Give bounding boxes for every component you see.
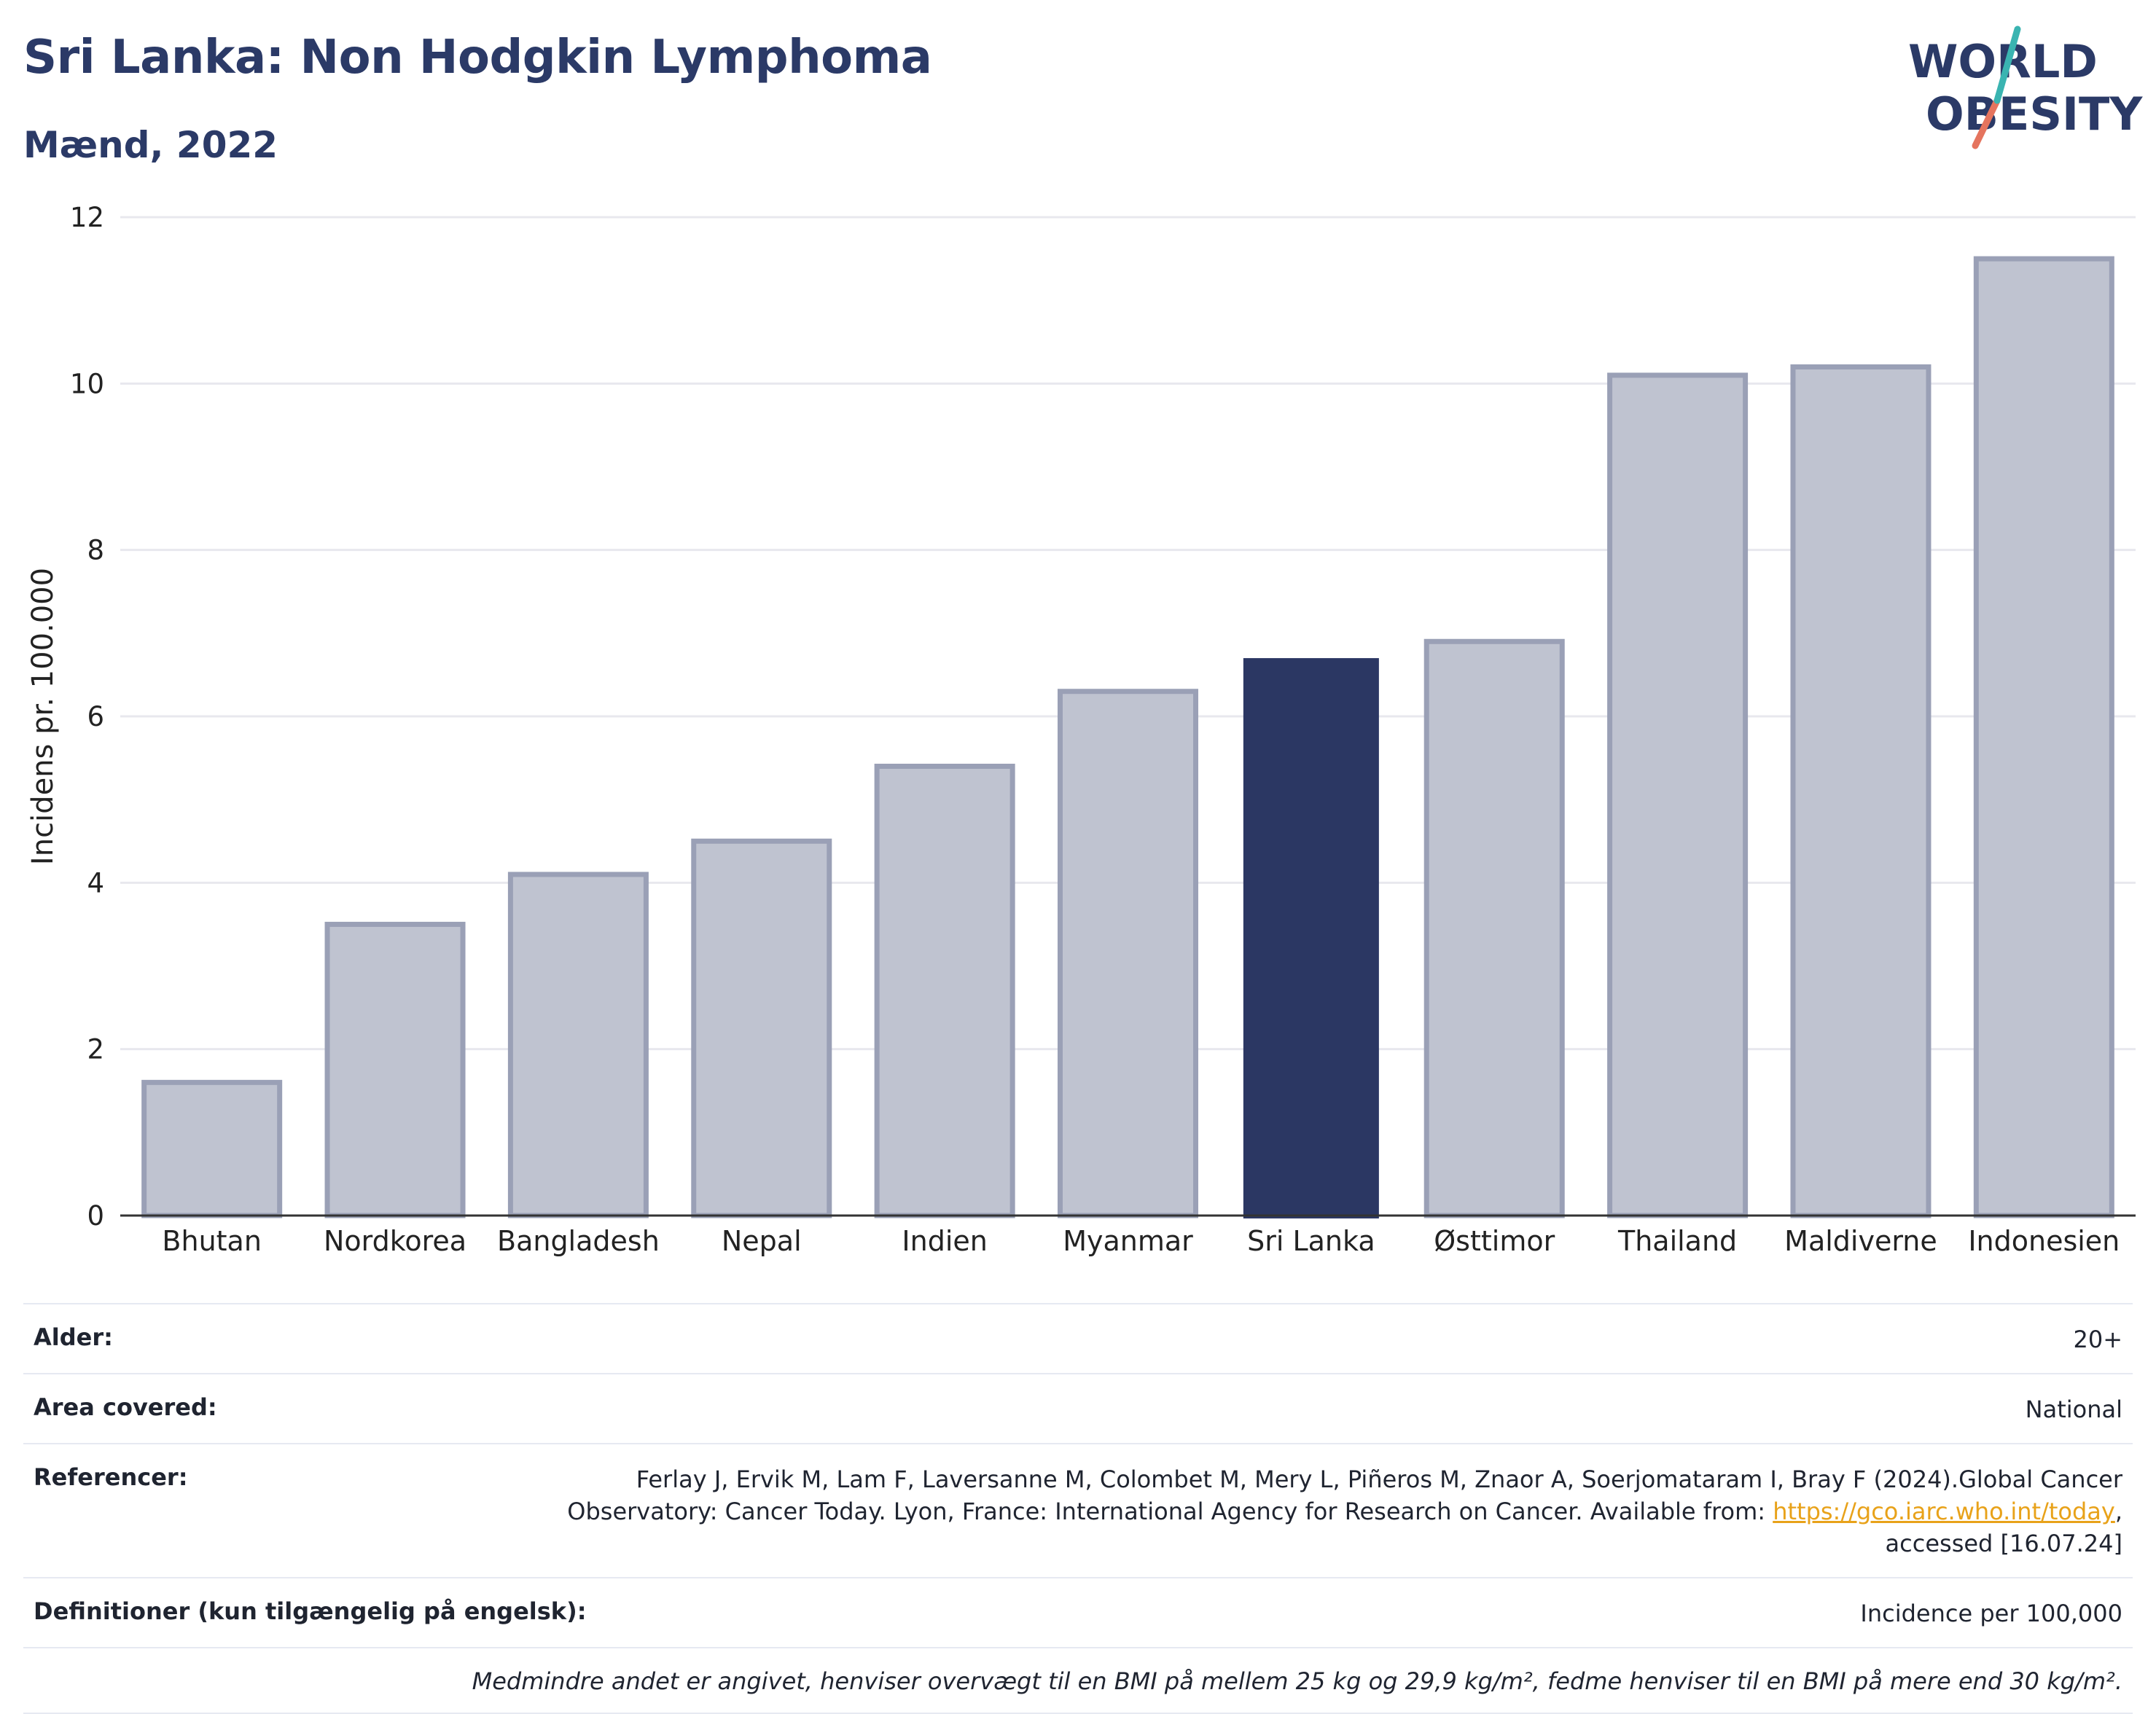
bar xyxy=(1790,364,1932,1218)
logo-line-obesity: OBESITY xyxy=(1926,87,2143,141)
x-tick-label: Maldiverne xyxy=(1784,1225,1937,1257)
world-obesity-logo: WORLD OBESITY xyxy=(1908,26,2143,149)
bar xyxy=(141,1079,283,1218)
info-table: Alder: 20+ Area covered: National Refere… xyxy=(23,1303,2133,1714)
info-row-note: Medmindre andet er angivet, henviser ove… xyxy=(23,1647,2133,1714)
reference-line-1: Ferlay J, Ervik M, Lam F, Laversanne M, … xyxy=(636,1465,2122,1493)
definitions-value: Incidence per 100,000 xyxy=(1860,1600,2122,1627)
bar xyxy=(1973,256,2114,1218)
definitions-label: Definitioner (kun tilgængelig på engelsk… xyxy=(34,1597,587,1625)
x-tick-label: Sri Lanka xyxy=(1247,1225,1375,1257)
bar xyxy=(874,764,1015,1218)
references-value: Ferlay J, Ervik M, Lam F, Laversanne M, … xyxy=(567,1463,2122,1560)
x-tick-label: Indonesien xyxy=(1968,1225,2120,1257)
area-value: National xyxy=(2025,1396,2122,1423)
y-tick-label: 8 xyxy=(87,535,104,566)
x-tick-label: Østtimor xyxy=(1434,1225,1555,1257)
age-value: 20+ xyxy=(2073,1326,2122,1353)
x-tick-label: Bhutan xyxy=(162,1225,262,1257)
y-tick-label: 4 xyxy=(87,867,104,899)
bar xyxy=(507,872,649,1218)
y-tick-label: 0 xyxy=(87,1200,104,1232)
y-tick-label: 10 xyxy=(70,368,104,399)
chart-subtitle: Mænd, 2022 xyxy=(23,124,278,166)
reference-link[interactable]: https://gco.iarc.who.int/today xyxy=(1773,1498,2115,1525)
bar xyxy=(691,838,832,1218)
y-tick-label: 12 xyxy=(70,202,104,233)
bar xyxy=(324,921,466,1218)
bar xyxy=(1607,372,1749,1218)
x-tick-label: Nepal xyxy=(722,1225,802,1257)
info-row-area: Area covered: National xyxy=(23,1373,2133,1443)
info-row-definitions: Definitioner (kun tilgængelig på engelsk… xyxy=(23,1577,2133,1647)
area-label: Area covered: xyxy=(34,1393,217,1421)
y-tick-label: 6 xyxy=(87,701,104,732)
footnote: Medmindre andet er angivet, henviser ove… xyxy=(472,1667,2122,1695)
age-label: Alder: xyxy=(34,1323,113,1351)
bar xyxy=(1243,658,1379,1218)
reference-line-2: Observatory: Cancer Today. Lyon, France:… xyxy=(567,1498,1773,1525)
x-tick-label: Thailand xyxy=(1617,1225,1737,1257)
x-tick-label: Myanmar xyxy=(1063,1225,1193,1257)
reference-line-2-end: , xyxy=(2114,1498,2122,1525)
x-tick-label: Indien xyxy=(902,1225,987,1257)
bar xyxy=(1423,638,1565,1218)
references-label: Referencer: xyxy=(34,1463,188,1491)
x-tick-label: Nordkorea xyxy=(324,1225,466,1257)
info-row-age: Alder: 20+ xyxy=(23,1303,2133,1373)
bar-chart: 0 2 4 6 8 10 12 Incidens pr. 100.000 Bhutan Nordk… xyxy=(26,202,2136,1257)
y-axis-title: Incidens pr. 100.000 xyxy=(26,568,60,865)
bar xyxy=(1057,689,1199,1218)
x-tick-label: Bangladesh xyxy=(497,1225,660,1257)
y-tick-label: 2 xyxy=(87,1034,104,1065)
info-row-references: Referencer: Ferlay J, Ervik M, Lam F, La… xyxy=(23,1443,2133,1577)
chart-title: Sri Lanka: Non Hodgkin Lymphoma xyxy=(23,31,932,85)
reference-line-3: accessed [16.07.24] xyxy=(1885,1530,2122,1557)
